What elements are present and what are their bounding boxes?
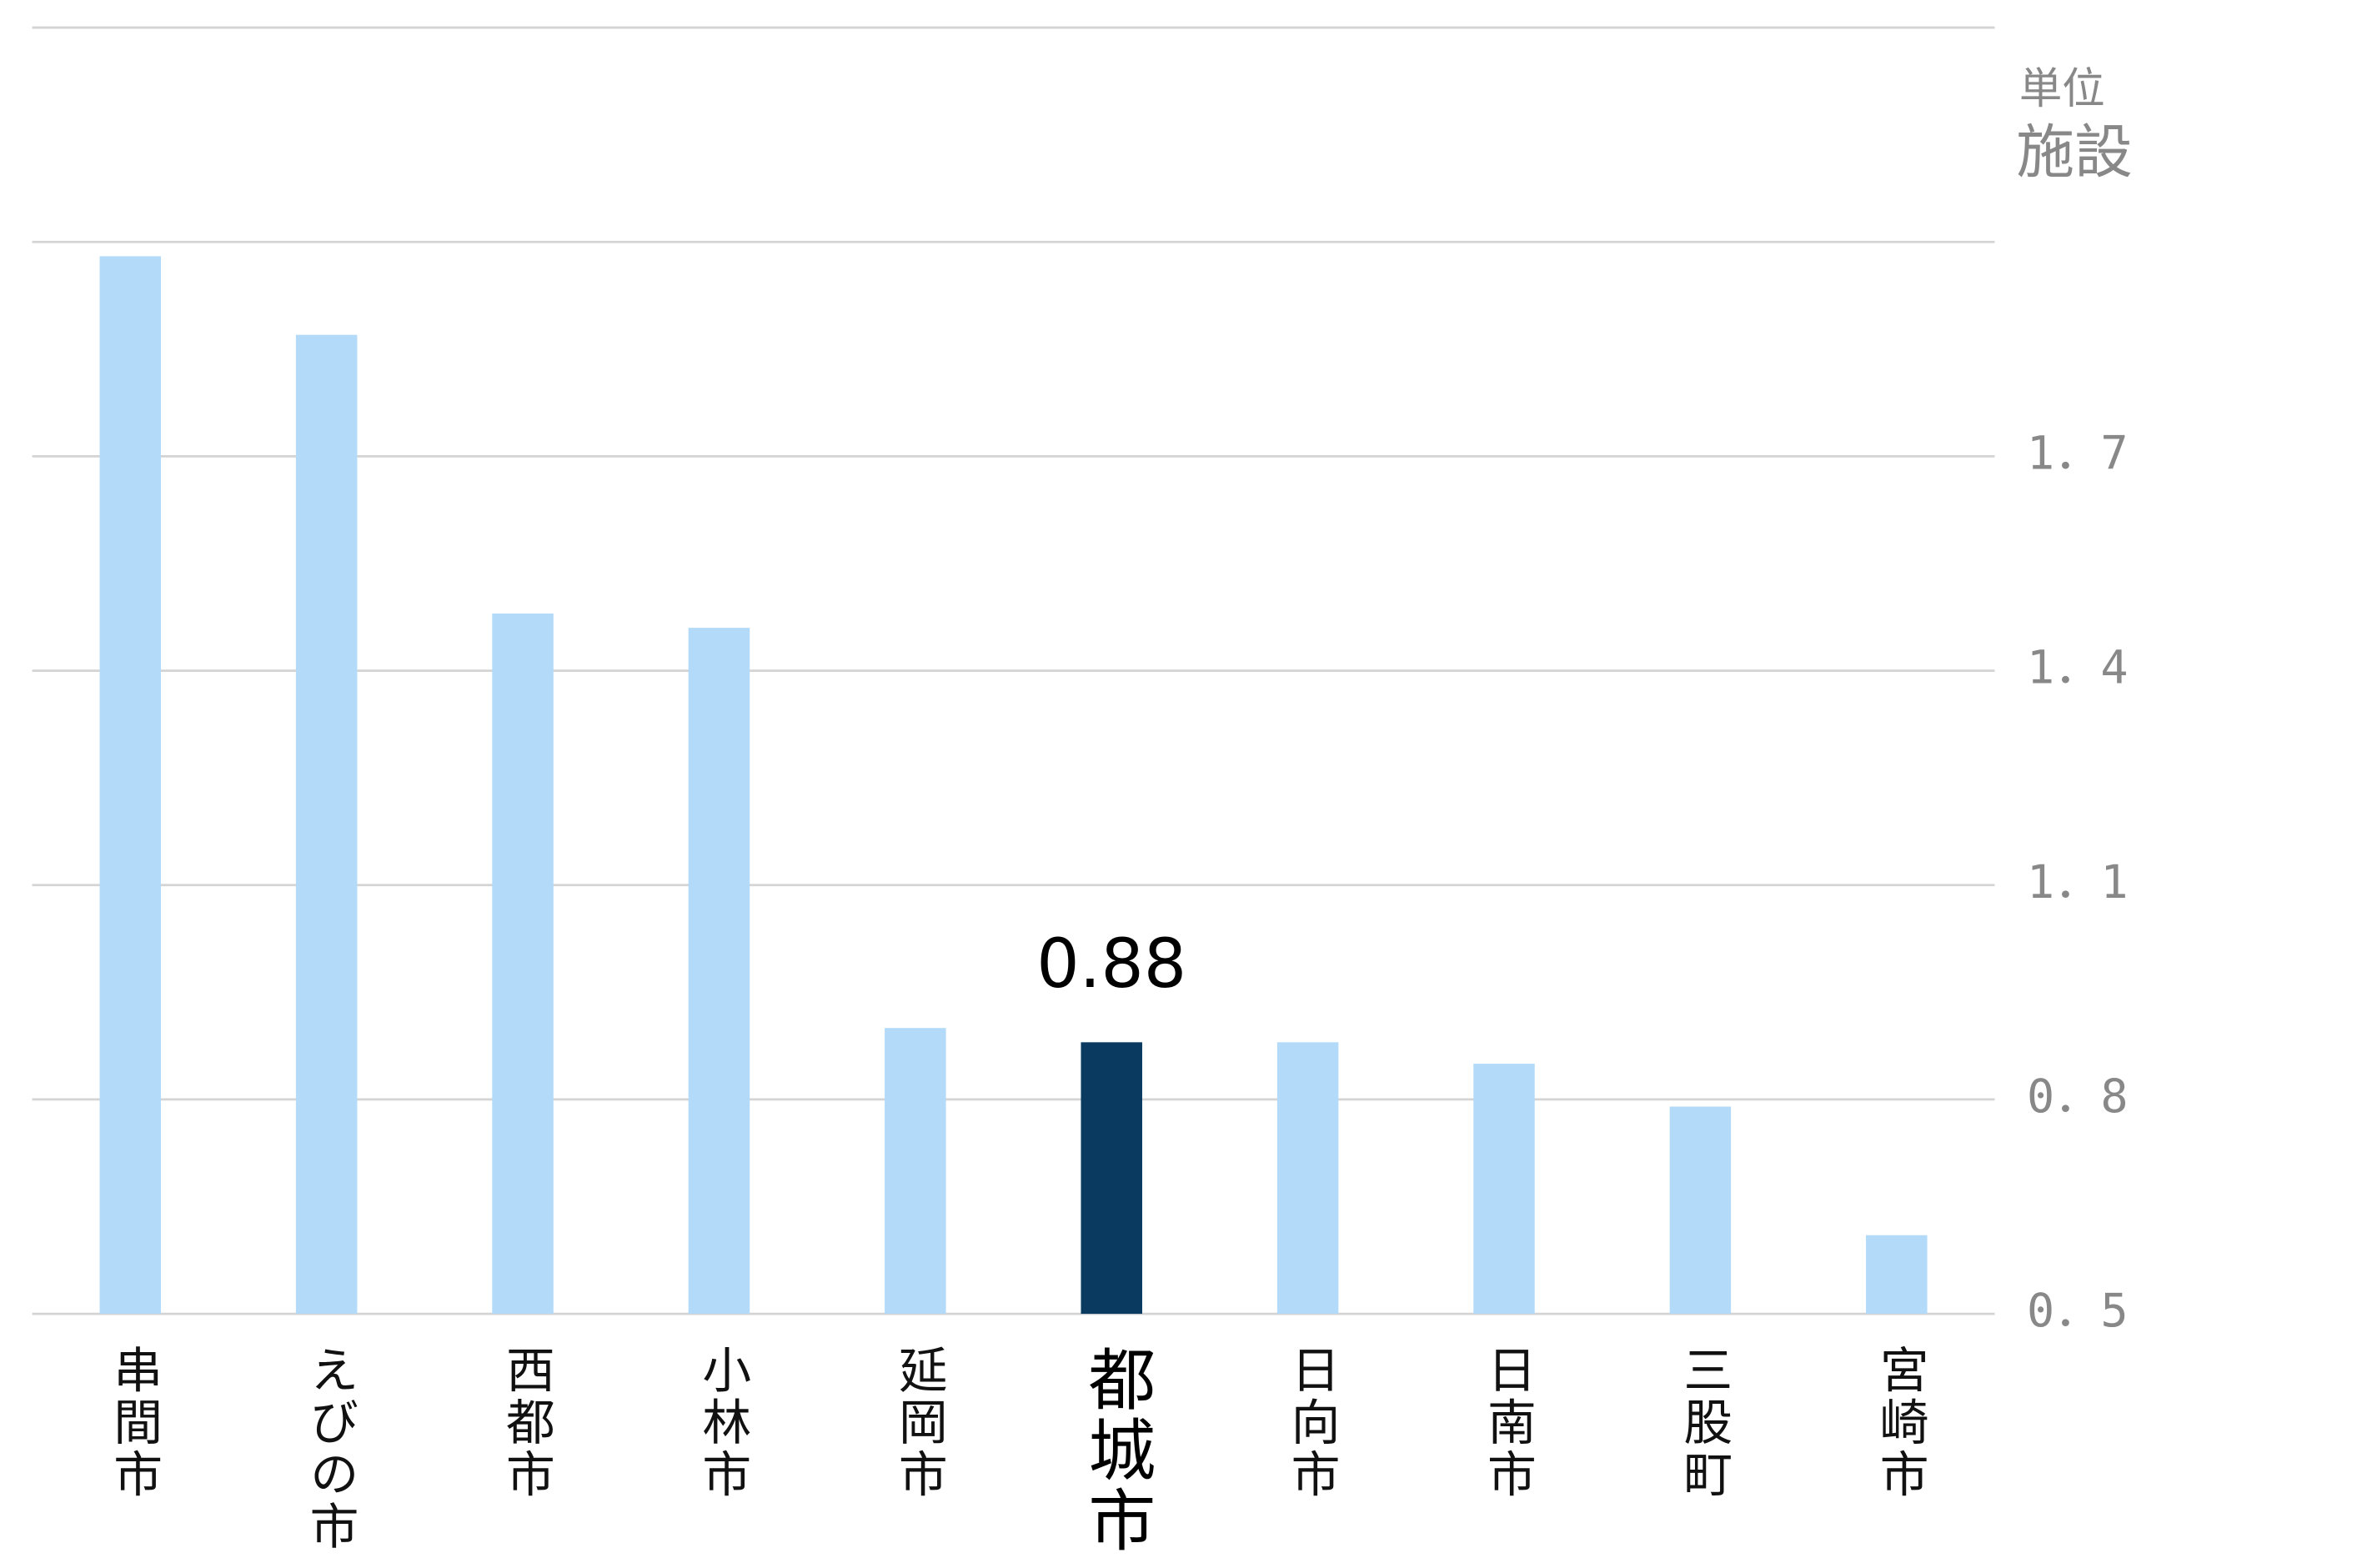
y-tick-label: 1．1	[2027, 855, 2128, 909]
x-tick-label: 西都市	[498, 1345, 555, 1500]
y-tick-label: 1．4	[2027, 641, 2128, 694]
value-label: 0.88	[1036, 925, 1186, 1004]
bar	[1081, 1042, 1142, 1315]
x-tick-label: 小林市	[694, 1345, 751, 1500]
bar	[885, 1028, 946, 1315]
unit: 施設	[2016, 118, 2133, 186]
bar	[99, 256, 162, 1315]
y-tick-label: 0．5	[2027, 1284, 2128, 1337]
bar	[1473, 1064, 1535, 1315]
x-tick-label: 日南市	[1479, 1345, 1537, 1500]
x-tick-label: 日向市	[1283, 1345, 1341, 1500]
x-tick-label: 都城市	[1076, 1345, 1155, 1555]
x-tick-label: 串間市	[105, 1345, 163, 1500]
bar	[295, 334, 358, 1315]
bar	[1669, 1106, 1732, 1315]
y-tick-label: 0．8	[2027, 1070, 2128, 1123]
x-tick-label: えびの市	[302, 1345, 359, 1553]
bar	[1276, 1042, 1339, 1315]
unit-label: 単位	[2019, 64, 2105, 114]
bar	[688, 628, 750, 1315]
x-tick-label: 宮崎市	[1872, 1345, 1929, 1500]
y-tick-label: 1．7	[2027, 427, 2128, 480]
bar	[1866, 1235, 1928, 1315]
bar	[492, 613, 554, 1315]
x-tick-label: 三股町	[1675, 1345, 1733, 1500]
x-tick-label: 延岡市	[890, 1345, 948, 1500]
